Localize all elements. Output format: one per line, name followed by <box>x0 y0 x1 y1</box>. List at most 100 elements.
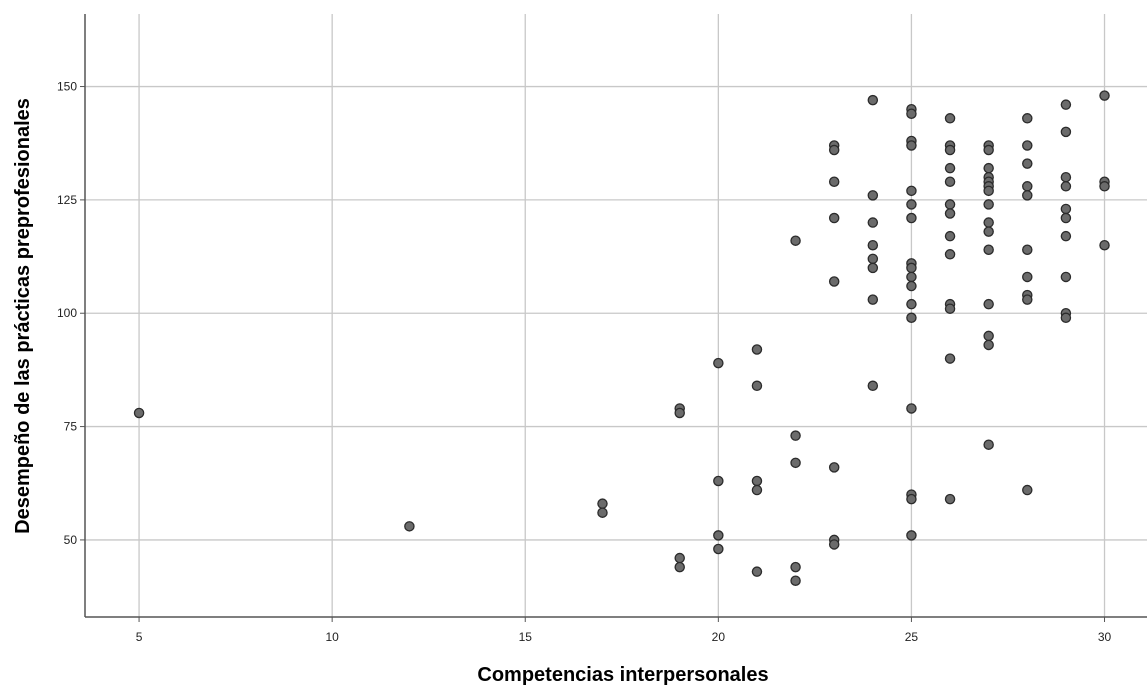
data-point <box>906 280 917 292</box>
data-point <box>1022 113 1033 124</box>
data-point <box>597 498 608 509</box>
data-point <box>867 239 879 251</box>
data-point <box>867 217 879 228</box>
data-point <box>790 561 801 573</box>
data-point <box>790 235 801 246</box>
y-tick-label: 50 <box>64 533 78 547</box>
data-point <box>944 199 956 210</box>
data-point <box>1060 312 1072 324</box>
data-point <box>713 530 724 541</box>
data-point <box>944 176 956 188</box>
data-point <box>867 262 879 274</box>
data-point <box>1022 244 1033 256</box>
data-point <box>1060 230 1072 242</box>
data-point <box>828 176 840 188</box>
data-point <box>828 539 840 550</box>
data-point <box>944 493 956 505</box>
data-point <box>1022 140 1033 151</box>
data-point <box>906 199 917 210</box>
data-point <box>674 561 685 573</box>
data-point <box>867 253 879 265</box>
data-point <box>790 575 801 586</box>
data-point <box>1060 126 1072 138</box>
data-point <box>1022 158 1033 169</box>
tick-labels: 5 10 15 20 25 30 50 75 100 125 150 <box>57 80 1112 644</box>
data-point <box>1060 203 1072 215</box>
y-tick-label: 100 <box>57 306 77 320</box>
data-point <box>944 303 956 314</box>
data-point <box>597 507 608 518</box>
data-point <box>906 262 917 274</box>
y-tick-label: 75 <box>64 420 78 434</box>
data-point <box>751 344 763 355</box>
data-point <box>867 94 879 106</box>
data-point <box>1022 190 1033 201</box>
data-point <box>1099 239 1110 251</box>
y-axis-title: Desempeño de las prácticas preprofesiona… <box>12 98 34 534</box>
data-point <box>906 312 917 324</box>
data-point <box>983 330 994 342</box>
data-point <box>983 144 994 156</box>
data-point <box>713 543 724 555</box>
data-point <box>751 566 763 577</box>
axes <box>84 14 1147 618</box>
data-point <box>1022 181 1033 192</box>
data-point <box>906 108 917 119</box>
data-point <box>944 208 956 219</box>
data-point <box>828 212 840 224</box>
data-point <box>790 457 801 469</box>
data-point <box>983 162 994 174</box>
data-point <box>983 199 994 210</box>
data-point <box>133 407 145 419</box>
data-point <box>983 226 994 237</box>
data-point <box>906 493 917 505</box>
data-point <box>828 144 840 156</box>
data-point <box>944 249 956 260</box>
data-point <box>906 212 917 224</box>
data-point <box>1099 181 1110 192</box>
data-point <box>983 339 994 351</box>
data-point <box>983 439 994 450</box>
data-point <box>906 403 917 414</box>
data-point <box>1099 90 1110 101</box>
data-point <box>944 144 956 156</box>
data-point <box>867 380 879 392</box>
data-point <box>944 113 956 124</box>
data-point <box>906 271 917 283</box>
data-point <box>906 140 917 151</box>
data-point <box>1022 294 1033 305</box>
data-point <box>906 185 917 197</box>
data-point <box>751 380 763 392</box>
data-point <box>790 430 801 441</box>
data-point <box>944 230 956 242</box>
data-point <box>751 475 763 487</box>
y-tick-label: 125 <box>57 193 77 207</box>
data-point <box>906 298 917 310</box>
data-point <box>713 357 724 369</box>
data-point <box>906 530 917 541</box>
data-point <box>1022 271 1033 283</box>
data-point <box>713 475 724 487</box>
data-point <box>983 217 994 228</box>
data-point <box>983 244 994 256</box>
data-point <box>983 298 994 310</box>
data-point <box>867 190 879 201</box>
data-point <box>867 294 879 305</box>
x-tick-label: 5 <box>136 630 143 644</box>
data-point <box>983 185 994 197</box>
data-point <box>404 521 415 532</box>
x-tick-label: 15 <box>519 630 533 644</box>
data-point <box>1060 99 1072 110</box>
x-tick-label: 30 <box>1098 630 1112 644</box>
data-point <box>1022 484 1033 496</box>
data-points <box>133 90 1110 586</box>
data-point <box>674 552 685 564</box>
y-tick-label: 150 <box>57 80 77 94</box>
data-point <box>1060 212 1072 224</box>
x-tick-label: 25 <box>905 630 919 644</box>
data-point <box>1060 171 1072 183</box>
data-point <box>944 162 956 174</box>
